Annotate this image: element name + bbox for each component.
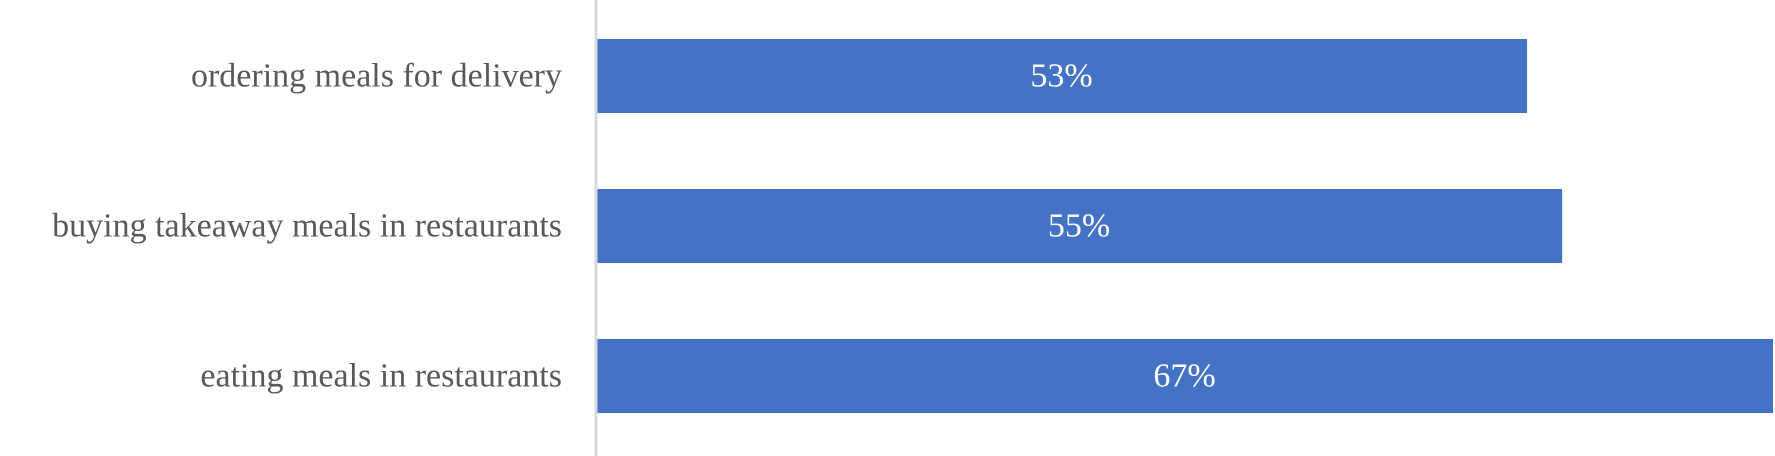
bar-1 bbox=[597, 189, 1563, 263]
bars-group bbox=[597, 39, 1773, 413]
category-labels-group: ordering meals for delivery buying takeaw… bbox=[52, 58, 562, 395]
data-labels-group: 53% 55% 67% bbox=[1030, 58, 1215, 395]
category-label-1: buying takeaway meals in restaurants bbox=[52, 208, 562, 245]
data-label-2: 67% bbox=[1153, 358, 1215, 395]
data-label-0: 53% bbox=[1030, 58, 1092, 95]
category-label-0: ordering meals for delivery bbox=[191, 58, 562, 95]
category-label-2: eating meals in restaurants bbox=[200, 358, 562, 395]
bar-0 bbox=[597, 39, 1528, 113]
data-label-1: 55% bbox=[1048, 208, 1110, 245]
bar-2 bbox=[597, 339, 1773, 413]
